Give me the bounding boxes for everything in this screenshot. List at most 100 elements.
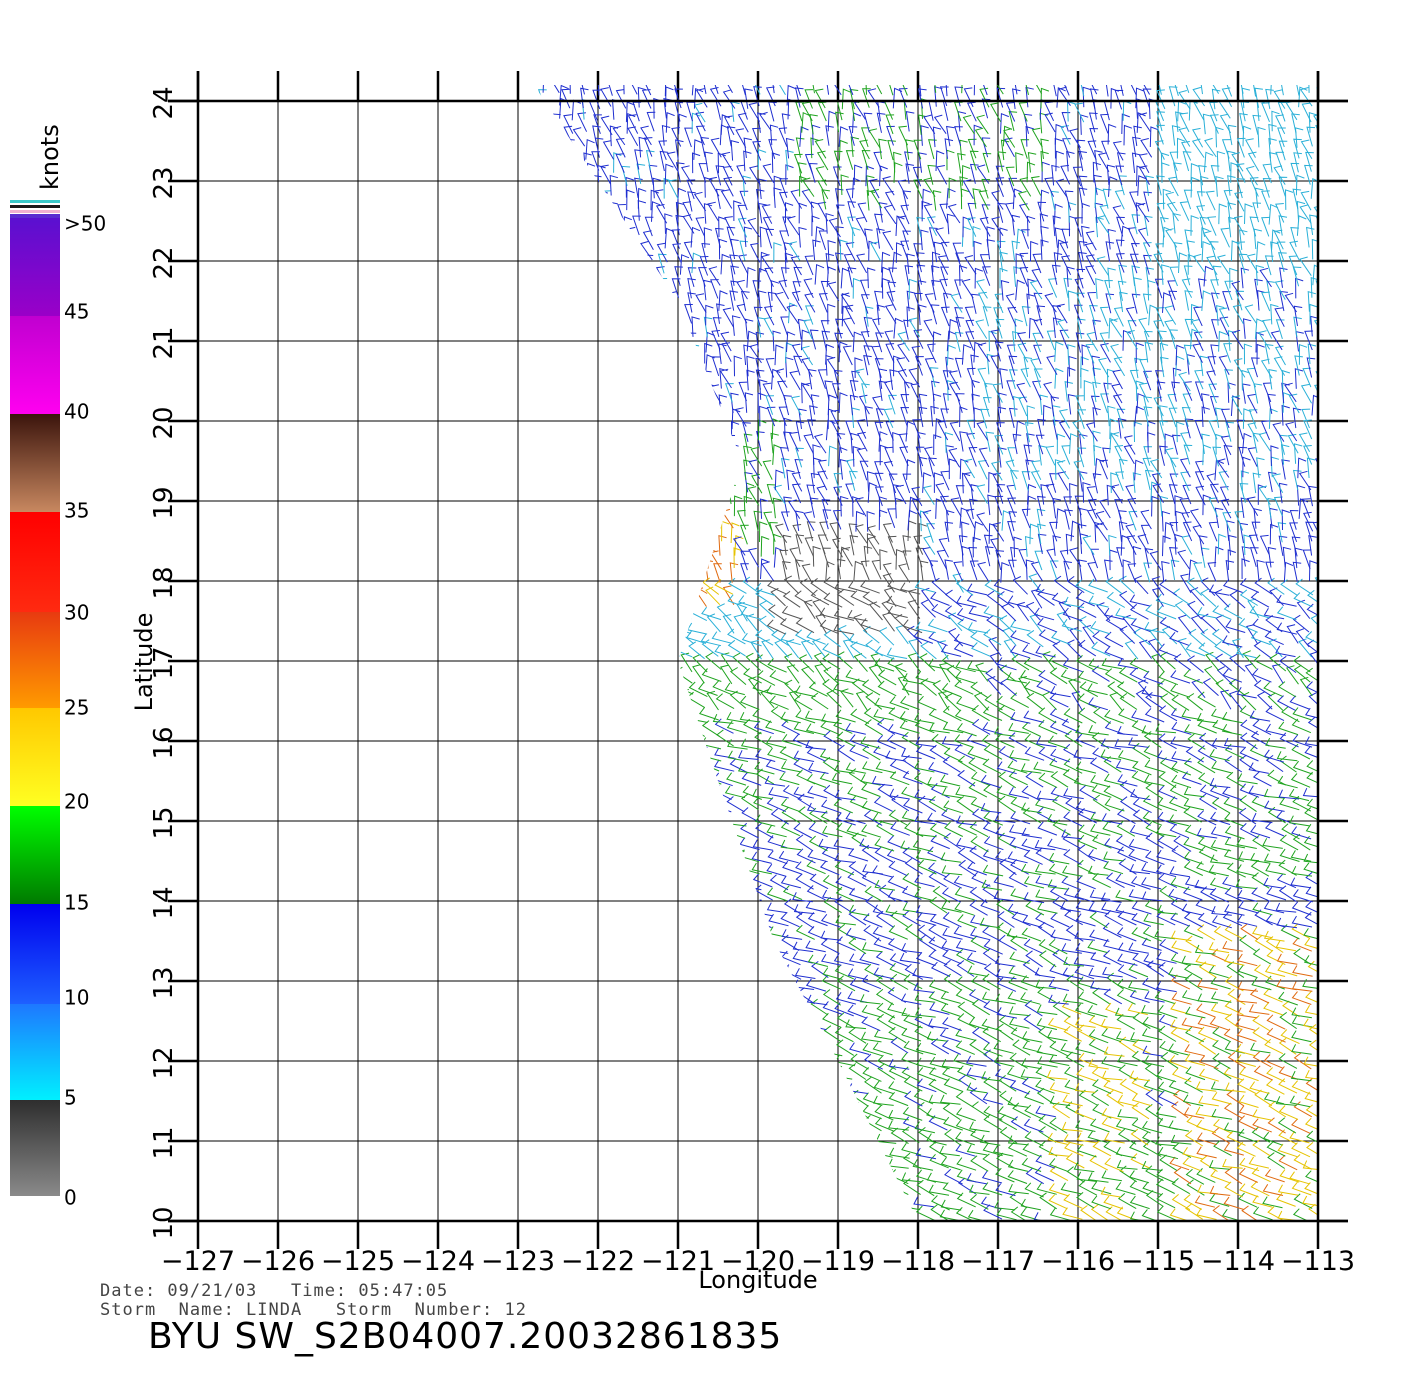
wind-barb <box>590 733 611 747</box>
wind-barb <box>729 935 748 952</box>
wind-barb <box>740 607 762 620</box>
wind-barb <box>1020 229 1030 249</box>
wind-barb <box>1078 559 1087 580</box>
wind-barb <box>534 911 545 927</box>
wind-barb <box>982 1153 1001 1171</box>
wind-barb <box>833 1119 854 1132</box>
wind-barb <box>743 718 762 735</box>
wind-barb <box>1262 319 1273 339</box>
wind-barb <box>1177 614 1192 634</box>
wind-barb <box>1131 710 1152 723</box>
wind-barb <box>945 356 954 378</box>
wind-barb <box>622 756 642 773</box>
wind-barb <box>782 1039 801 1056</box>
wind-barb <box>1049 692 1069 708</box>
wind-barb <box>918 523 928 544</box>
wind-barb <box>552 852 573 865</box>
wind-barb <box>697 1145 719 1157</box>
wind-barb <box>956 578 974 596</box>
wind-barb <box>621 1145 641 1160</box>
wind-barb <box>835 992 857 1005</box>
wind-barb <box>888 267 897 288</box>
wind-barb <box>701 639 719 657</box>
wind-barb <box>1109 549 1118 571</box>
wind-barb <box>576 268 586 289</box>
wind-barb <box>534 653 547 672</box>
wind-barb <box>1063 811 1083 827</box>
wind-barb <box>1156 1069 1177 1083</box>
wind-barb <box>677 770 695 788</box>
wind-barb <box>645 559 654 580</box>
wind-barb <box>906 290 916 312</box>
wind-barb <box>849 744 869 759</box>
wind-barb <box>1118 708 1138 723</box>
wind-barb <box>1256 691 1273 710</box>
wind-barb <box>1239 1157 1260 1172</box>
wind-barb <box>1216 254 1230 275</box>
wind-barb <box>739 695 760 710</box>
wind-barb <box>1007 447 1016 467</box>
wind-barb <box>613 408 626 428</box>
wind-barb <box>1130 1031 1151 1043</box>
wind-barb <box>566 731 585 748</box>
wind-barb <box>1164 319 1176 340</box>
wind-barb <box>1209 854 1231 865</box>
wind-barb <box>1142 457 1152 478</box>
wind-barb <box>1099 343 1111 363</box>
wind-barb <box>643 1174 665 1185</box>
wind-barb <box>1224 812 1244 827</box>
wind-barb <box>780 267 790 288</box>
wind-barb <box>554 1203 574 1220</box>
colorbar-band-35-40 <box>10 414 60 512</box>
wind-barb <box>1080 356 1089 378</box>
wind-barb <box>1096 215 1110 235</box>
wind-barb <box>720 253 730 275</box>
wind-barb <box>943 973 962 991</box>
wind-barb <box>1181 709 1202 721</box>
wind-barb <box>743 1140 762 1158</box>
wind-barb <box>1183 189 1193 210</box>
wind-barb <box>848 1184 870 1195</box>
wind-barb <box>769 695 789 710</box>
wind-barb <box>1238 253 1248 274</box>
wind-barb <box>606 759 627 774</box>
wind-barb <box>534 821 546 838</box>
wind-barb <box>1115 1182 1136 1195</box>
wind-barb <box>1054 203 1063 225</box>
wind-barb <box>691 316 700 337</box>
wind-barb <box>1306 357 1316 378</box>
wind-barb <box>1143 191 1152 212</box>
wind-barb <box>847 1083 868 1094</box>
wind-barb <box>1266 1027 1286 1043</box>
wind-barb <box>1142 811 1163 826</box>
wind-barb <box>579 394 589 415</box>
wind-barb <box>676 975 695 992</box>
wind-barb <box>730 265 739 286</box>
wind-barb <box>1064 190 1074 211</box>
wind-barb <box>1135 380 1144 402</box>
wind-barb <box>996 785 1017 799</box>
wind-barb <box>849 953 870 965</box>
wind-barb <box>591 1121 613 1133</box>
wind-barb <box>553 1144 574 1159</box>
wind-barb <box>766 685 787 698</box>
wind-barb <box>1276 873 1297 889</box>
wind-barb <box>1119 693 1138 710</box>
wind-barb <box>955 252 964 273</box>
wind-barb <box>553 747 574 763</box>
wind-barb <box>807 1185 829 1198</box>
wind-barb <box>850 1053 869 1070</box>
wind-barb <box>1223 1028 1243 1044</box>
wind-barb <box>1023 849 1043 865</box>
wind-barb <box>1087 561 1098 582</box>
wind-barb <box>641 282 654 302</box>
wind-barb <box>1132 1039 1152 1055</box>
wind-barb <box>534 592 545 606</box>
wind-barb <box>1181 406 1191 427</box>
wind-barb <box>1292 734 1313 748</box>
wind-barb <box>1062 1207 1083 1220</box>
wind-barb <box>608 1051 627 1068</box>
wind-barb <box>1234 191 1245 212</box>
wind-barb <box>625 639 640 659</box>
wind-barb <box>722 307 734 328</box>
